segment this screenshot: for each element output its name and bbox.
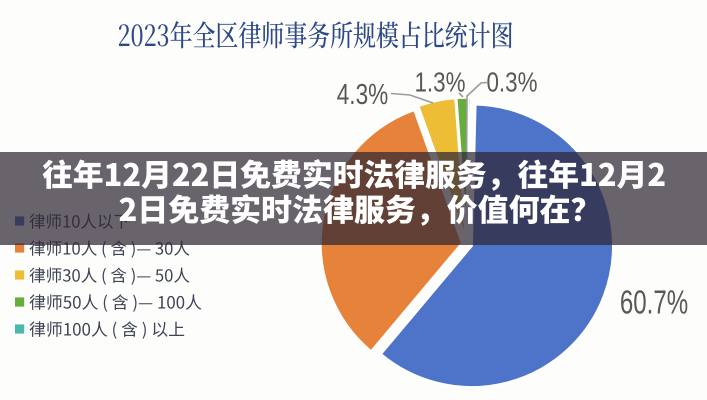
- svg-text:60.7%: 60.7%: [620, 285, 688, 322]
- svg-text:4.3%: 4.3%: [337, 77, 389, 110]
- svg-text:0.3%: 0.3%: [486, 67, 537, 98]
- svg-text:1.3%: 1.3%: [414, 67, 465, 98]
